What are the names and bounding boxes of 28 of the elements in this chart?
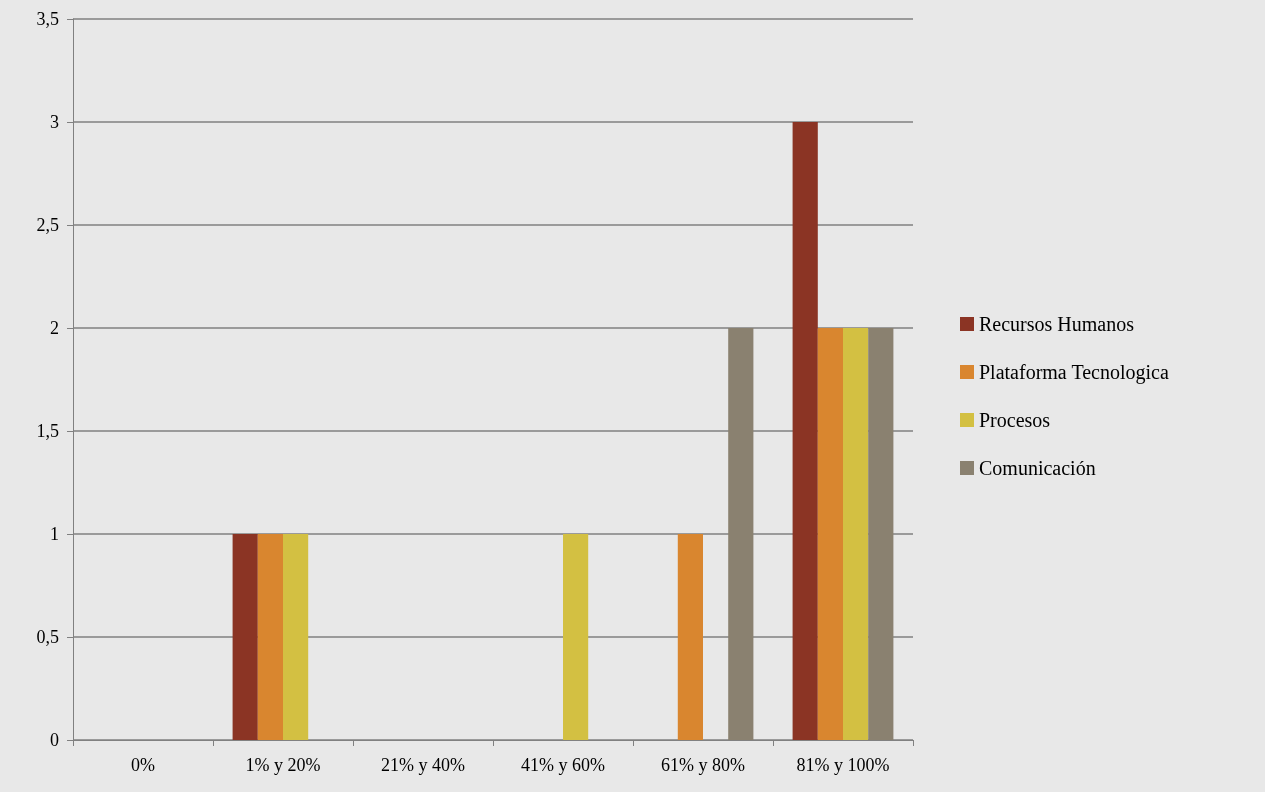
- bar: [843, 328, 869, 740]
- bar: [232, 534, 258, 740]
- y-tick-label: 3,5: [36, 9, 59, 29]
- y-tick-label: 1,5: [36, 421, 59, 441]
- bar: [728, 328, 754, 740]
- legend-label: Procesos: [979, 409, 1051, 431]
- legend-label: Recursos Humanos: [979, 313, 1135, 335]
- x-tick-label: 41% y 60%: [521, 755, 605, 775]
- bar: [817, 328, 843, 740]
- bar: [257, 534, 283, 740]
- x-tick-label: 1% y 20%: [245, 755, 321, 775]
- legend-label: Comunicación: [979, 457, 1096, 479]
- y-tick-label: 1: [50, 524, 59, 544]
- bar: [868, 328, 894, 740]
- x-tick-label: 61% y 80%: [661, 755, 745, 775]
- y-tick-label: 2: [50, 318, 59, 338]
- bar: [677, 534, 703, 740]
- y-tick-label: 3: [50, 112, 59, 132]
- x-tick-label: 0%: [131, 755, 155, 775]
- bar: [563, 534, 589, 740]
- y-tick-label: 0: [50, 730, 59, 750]
- legend-label: Plataforma Tecnologica: [979, 361, 1169, 384]
- bar: [792, 122, 818, 740]
- x-tick-label: 21% y 40%: [381, 755, 465, 775]
- bar: [283, 534, 309, 740]
- x-tick-label: 81% y 100%: [796, 755, 890, 775]
- y-tick-label: 0,5: [36, 627, 59, 647]
- y-tick-label: 2,5: [36, 215, 59, 235]
